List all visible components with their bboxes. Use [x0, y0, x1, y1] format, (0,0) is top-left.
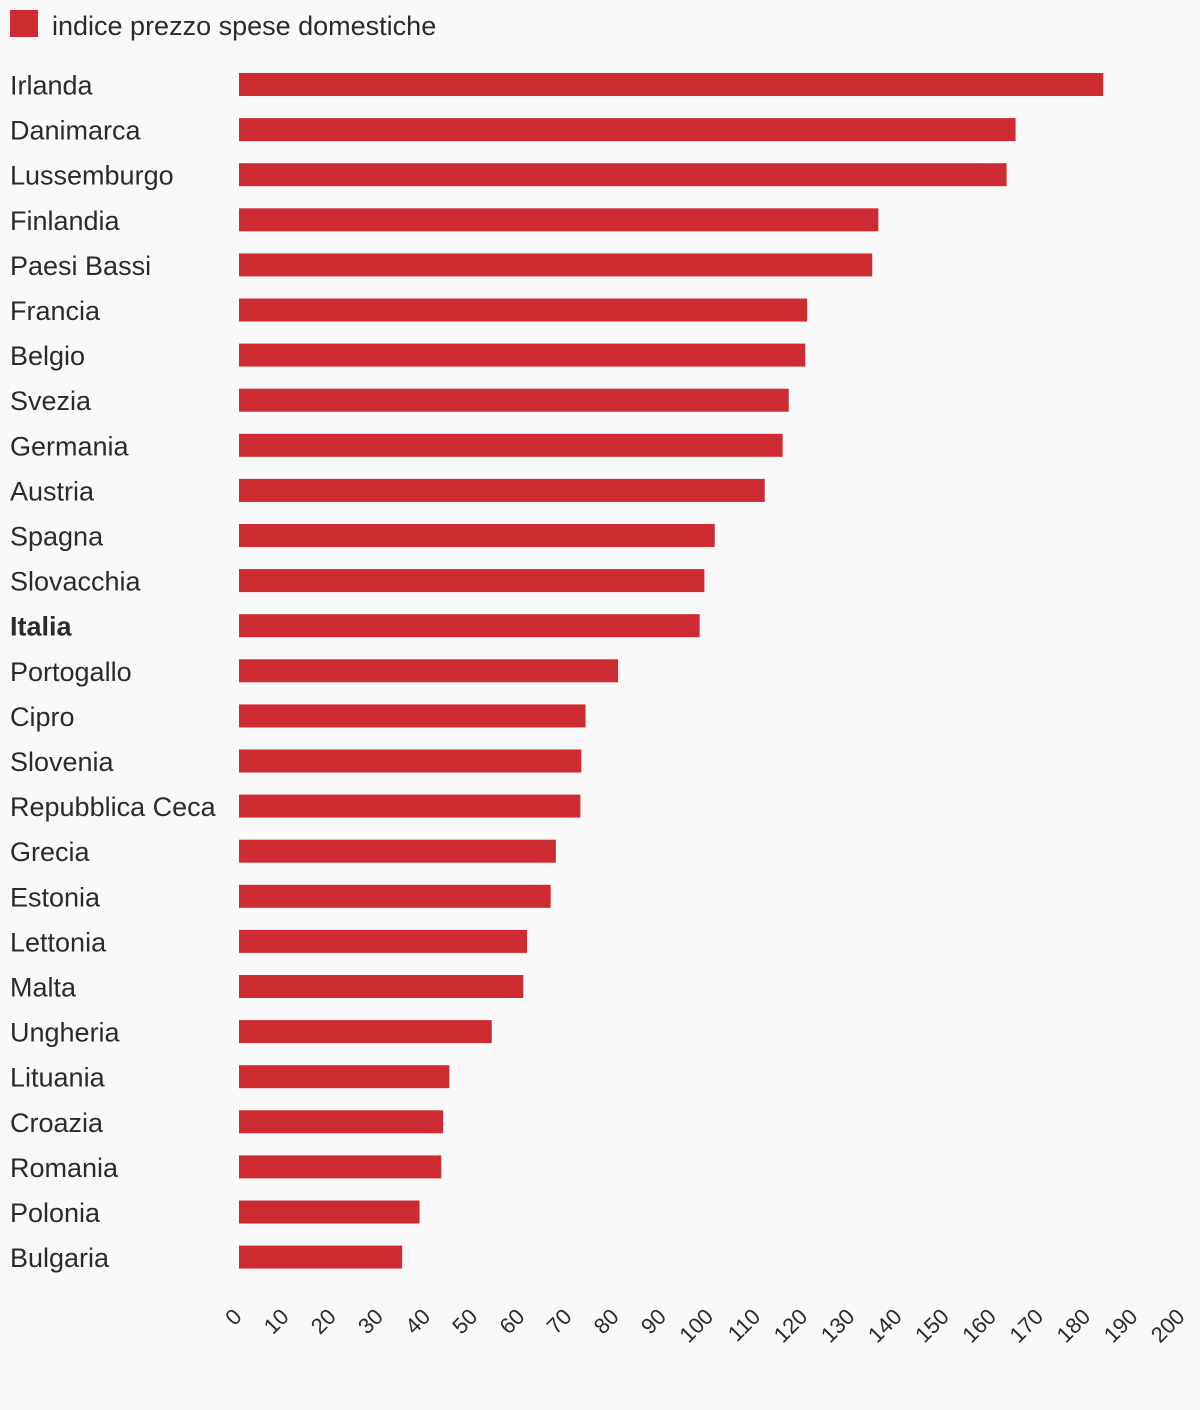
- bar: [239, 298, 808, 322]
- category-label: Slovenia: [10, 747, 115, 777]
- category-label: Belgio: [10, 341, 85, 371]
- bar: [239, 794, 581, 818]
- x-tick-label: 110: [723, 1304, 765, 1346]
- x-tick-label: 170: [1004, 1304, 1048, 1348]
- category-label: Polonia: [10, 1198, 101, 1228]
- category-label: Italia: [10, 612, 73, 642]
- category-label: Romania: [10, 1153, 119, 1183]
- x-tick-label: 20: [306, 1304, 341, 1339]
- x-tick-label: 160: [957, 1304, 1001, 1348]
- bar: [239, 1155, 442, 1179]
- x-tick-label: 30: [353, 1304, 388, 1339]
- bar: [239, 118, 1016, 142]
- category-label: Malta: [10, 973, 77, 1003]
- category-labels: Irlanda Danimarca Lussemburgo Finlandia Paes…: [10, 71, 217, 1274]
- category-label: Lussemburgo: [10, 161, 174, 191]
- bar: [239, 614, 700, 638]
- legend-label: indice prezzo spese domestiche: [52, 11, 436, 41]
- x-tick-label: 40: [400, 1304, 435, 1339]
- x-tick-label: 100: [674, 1304, 718, 1348]
- category-label: Francia: [10, 296, 101, 326]
- category-label: Grecia: [10, 837, 91, 867]
- x-tick-label: 70: [542, 1304, 577, 1339]
- legend: indice prezzo spese domestiche: [10, 10, 436, 41]
- x-tick-label: 200: [1146, 1304, 1190, 1348]
- bar: [239, 253, 873, 277]
- bar: [239, 524, 715, 547]
- x-tick-label: 130: [816, 1304, 860, 1348]
- bars: [239, 73, 1104, 1269]
- category-label: Spagna: [10, 522, 104, 552]
- category-label: Croazia: [10, 1108, 104, 1138]
- x-tick-label: 90: [636, 1304, 671, 1339]
- category-label: Estonia: [10, 882, 101, 912]
- bar: [239, 704, 586, 728]
- category-label: Slovacchia: [10, 567, 142, 597]
- bar: [239, 884, 551, 908]
- bar: [239, 208, 879, 232]
- bar: [239, 569, 705, 593]
- x-tick-label: 60: [494, 1304, 529, 1339]
- bar: [239, 73, 1104, 96]
- bar: [239, 478, 765, 502]
- x-tick-label: 180: [1052, 1304, 1096, 1348]
- category-label: Cipro: [10, 702, 75, 732]
- category-label: Germania: [10, 431, 130, 461]
- bar: [239, 388, 789, 412]
- bar: [239, 929, 528, 953]
- category-label: Irlanda: [10, 71, 94, 101]
- bar: [239, 1065, 450, 1089]
- bar: [239, 1110, 444, 1134]
- x-tick-label: 150: [910, 1304, 954, 1348]
- category-label: Lettonia: [10, 927, 107, 957]
- x-tick-label: 10: [259, 1304, 294, 1339]
- bar: [239, 1245, 403, 1269]
- bar: [239, 343, 806, 367]
- category-label: Svezia: [10, 386, 92, 416]
- legend-swatch: [10, 10, 38, 37]
- category-label: Repubblica Ceca: [10, 792, 217, 822]
- bar: [239, 1200, 420, 1224]
- x-tick-label: 190: [1099, 1304, 1143, 1348]
- category-label: Danimarca: [10, 116, 142, 146]
- category-label: Finlandia: [10, 206, 121, 236]
- bar: [239, 749, 582, 773]
- category-label: Portogallo: [10, 657, 132, 687]
- bar: [239, 1020, 492, 1044]
- category-label: Austria: [10, 476, 95, 506]
- x-tick-label: 140: [863, 1304, 907, 1348]
- category-label: Bulgaria: [10, 1243, 110, 1273]
- bar: [239, 975, 524, 998]
- x-tick-label: 80: [589, 1304, 624, 1339]
- bar: [239, 433, 783, 457]
- bar: [239, 163, 1007, 187]
- bar: [239, 839, 556, 863]
- category-label: Paesi Bassi: [10, 251, 151, 281]
- x-tick-label: 50: [447, 1304, 482, 1339]
- bar: [239, 659, 619, 683]
- x-axis: 0 10 20 30 40 50 60 70 80 90 100 110 120 130 140 150 160…: [220, 1304, 1189, 1348]
- x-tick-label: 0: [220, 1304, 246, 1330]
- category-label: Ungheria: [10, 1018, 121, 1048]
- x-tick-label: 120: [769, 1304, 813, 1348]
- category-label: Lituania: [10, 1063, 106, 1093]
